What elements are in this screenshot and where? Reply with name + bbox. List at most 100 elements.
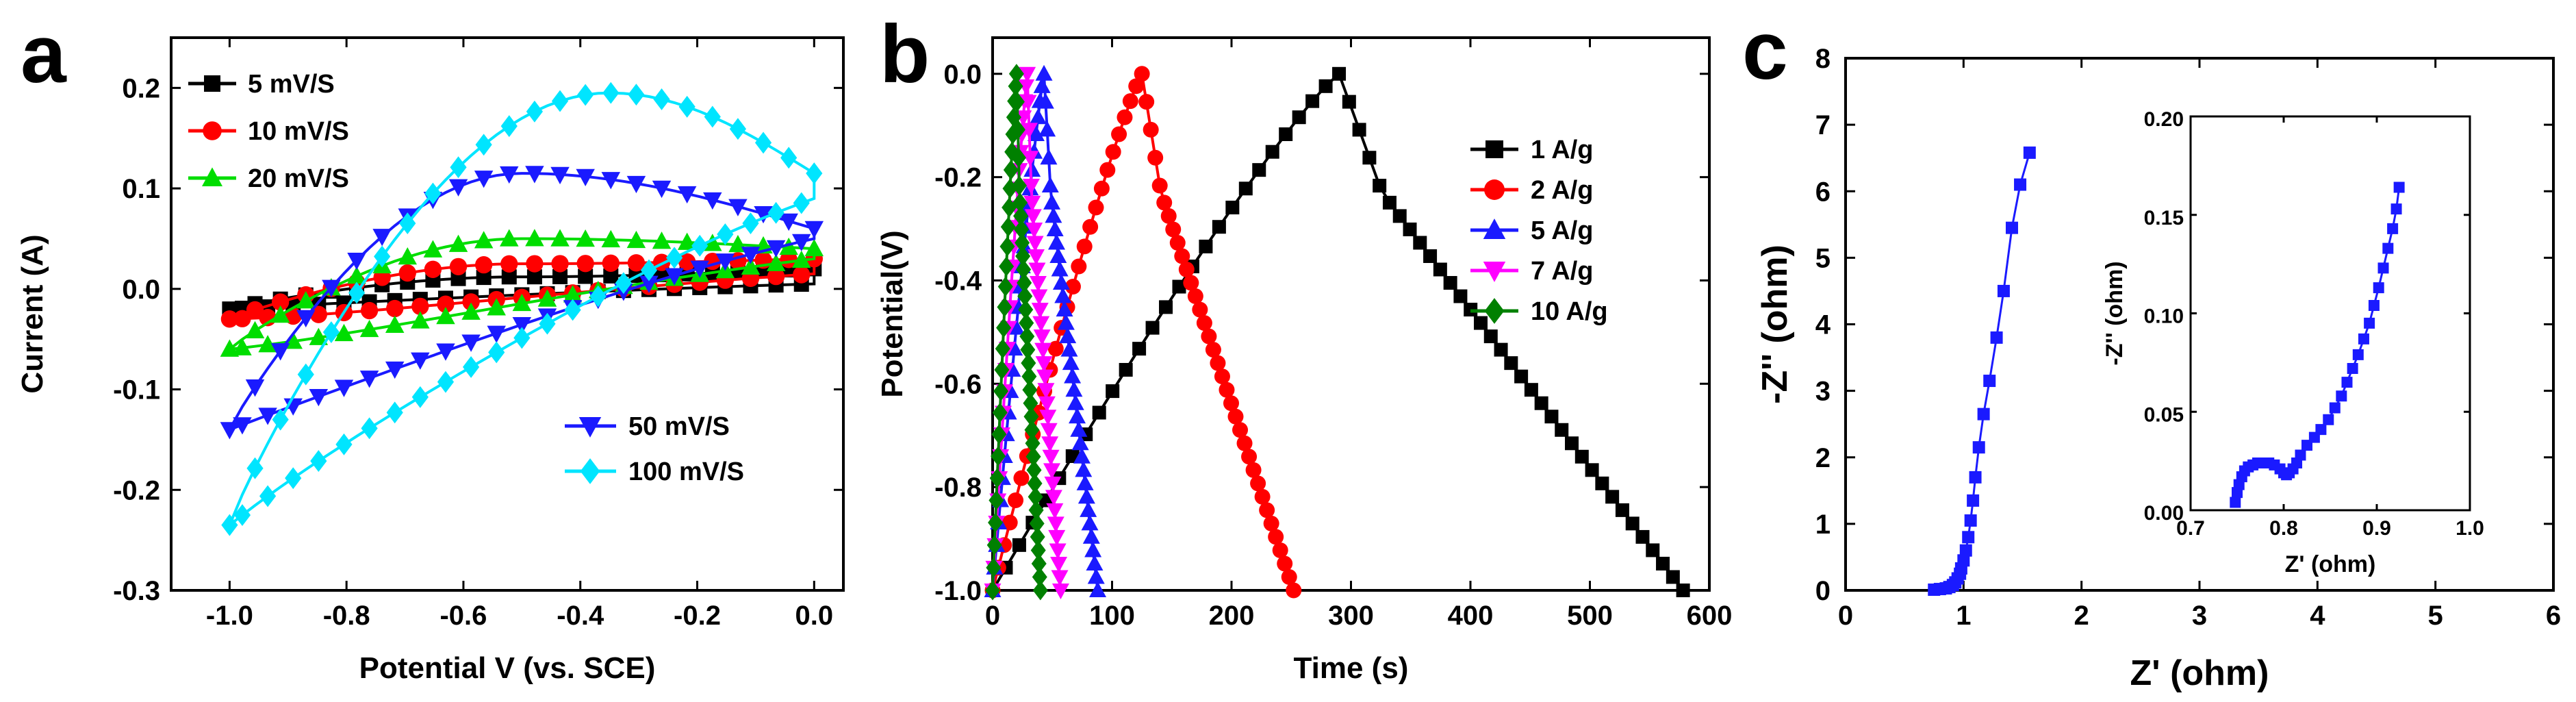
data-point [1105,144,1121,160]
data-point [1024,420,1040,440]
data-point [1046,503,1064,519]
data-point [1076,238,1093,255]
data-point [627,254,646,272]
data-point [297,363,314,386]
data-point [461,302,481,320]
data-point [1023,393,1038,414]
data-point [537,289,557,307]
data-point [1071,258,1087,275]
legend-item: 7 A/g [1470,257,1594,286]
data-point [1241,449,1258,465]
data-point [1318,79,1333,93]
data-point [703,192,722,210]
data-point [526,100,544,123]
data-point [728,199,748,216]
data-point [1332,66,1347,81]
y-tick-label: -0.2 [113,475,160,505]
data-point [1089,581,1107,597]
x-tick-label: 0.7 [2176,517,2205,540]
data-point [666,247,683,269]
data-point [1088,199,1104,216]
data-point [449,258,468,275]
x-tick-label: 1.0 [2456,517,2484,540]
x-tick-label: -0.8 [323,601,370,631]
data-point [1977,408,1990,421]
y-axis-label: Current (A) [16,234,49,393]
data-point [1219,381,1235,398]
data-point [1084,541,1102,557]
inset-data-point [2230,497,2241,508]
data-point [1362,151,1377,165]
data-point [1012,175,1028,196]
y-tick-label: 8 [1815,44,1831,74]
data-point [690,260,709,278]
data-point [359,371,379,388]
data-point [578,268,594,284]
data-point [1065,381,1083,397]
y-tick-label: -0.6 [934,369,982,399]
y-tick-label: 3 [1815,377,1831,407]
data-point [1555,423,1569,437]
data-point [991,424,1007,444]
inset-data-point [2323,414,2334,425]
x-tick-label: -0.6 [439,601,487,631]
data-point [1403,222,1417,236]
data-point [233,338,252,355]
data-point [999,256,1015,277]
data-point [246,301,264,319]
data-point [678,95,696,118]
data-point [220,339,240,357]
legend-label: 1 A/g [1531,136,1594,164]
data-point [1352,123,1366,137]
data-point [779,237,798,255]
legend-marker [1483,218,1506,239]
data-point [1128,78,1145,95]
data-point [1009,92,1025,112]
data-point [1413,236,1427,250]
inset-data-point [2368,300,2380,311]
data-point [1957,554,1970,567]
data-point [1026,460,1042,480]
data-point [626,230,646,249]
data-point [487,298,506,316]
data-point [1051,570,1069,586]
data-point [1010,147,1026,168]
data-point [1031,303,1049,319]
data-point [221,514,238,536]
data-point [1969,471,1982,484]
data-point [1021,366,1037,387]
data-point [539,312,556,335]
data-point [1214,368,1230,385]
data-point [1008,76,1023,97]
data-point [1019,313,1034,334]
data-point [1026,236,1044,252]
legend-label: 10 mV/S [248,117,349,146]
data-point [640,259,658,281]
data-point [500,115,518,138]
panel-label: b [880,8,930,100]
legend-item: 1 A/g [1470,136,1594,164]
data-point [615,272,632,294]
data-point [1013,205,1029,226]
data-point [766,253,786,271]
data-point [271,293,290,311]
data-point [793,192,810,214]
data-point [1029,276,1047,292]
data-point [652,231,672,249]
data-point [1044,476,1062,492]
data-point [1047,340,1064,357]
data-point [1423,249,1438,263]
data-point [1008,318,1025,335]
data-point [1052,274,1070,290]
data-point [741,257,761,275]
data-point [1016,260,1032,280]
data-point [1049,543,1067,560]
y-tick-label: 1 [1815,510,1831,540]
inset-data-point [2377,262,2389,274]
data-point [1043,193,1061,210]
data-point [270,305,290,323]
data-point [1070,421,1088,437]
data-point [1225,201,1240,215]
data-point [1279,127,1293,141]
data-point [1030,527,1045,547]
